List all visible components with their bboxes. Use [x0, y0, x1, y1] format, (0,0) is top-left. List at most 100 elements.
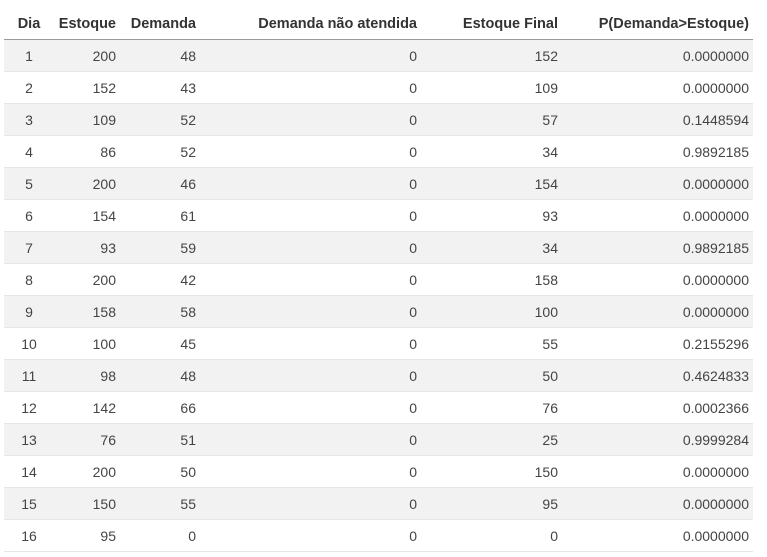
cell-demanda-nao-atendida: 0	[200, 391, 421, 424]
cell-estoque-final: 50	[421, 359, 562, 392]
cell-probabilidade: 0.0000000	[562, 39, 753, 72]
cell-probabilidade: 0.0000000	[562, 455, 753, 488]
cell-demanda: 55	[120, 487, 200, 520]
cell-demanda: 48	[120, 39, 200, 72]
cell-estoque-final: 55	[421, 327, 562, 360]
cell-demanda: 58	[120, 295, 200, 328]
table-row: 1 200 48 0 152 0.0000000	[4, 39, 753, 72]
cell-demanda: 43	[120, 71, 200, 104]
cell-dia: 6	[4, 199, 54, 232]
cell-estoque: 154	[54, 199, 120, 232]
header-probabilidade: P(Demanda>Estoque)	[562, 8, 753, 40]
header-demanda: Demanda	[120, 8, 200, 40]
cell-dia: 11	[4, 359, 54, 392]
cell-dia: 1	[4, 39, 54, 72]
cell-estoque: 76	[54, 423, 120, 456]
cell-demanda-nao-atendida: 0	[200, 263, 421, 296]
cell-demanda: 48	[120, 359, 200, 392]
header-demanda-nao-atendida: Demanda não atendida	[200, 8, 421, 40]
cell-demanda: 66	[120, 391, 200, 424]
cell-estoque: 200	[54, 455, 120, 488]
table-header-row: Dia Estoque Demanda Demanda não atendida…	[4, 8, 753, 40]
cell-estoque: 158	[54, 295, 120, 328]
cell-demanda-nao-atendida: 0	[200, 135, 421, 168]
simulation-table: Dia Estoque Demanda Demanda não atendida…	[4, 8, 753, 552]
header-estoque: Estoque	[54, 8, 120, 40]
cell-demanda-nao-atendida: 0	[200, 519, 421, 552]
cell-probabilidade: 0.0000000	[562, 295, 753, 328]
cell-estoque-final: 57	[421, 103, 562, 136]
table-row: 11 98 48 0 50 0.4624833	[4, 359, 753, 392]
table-row: 9 158 58 0 100 0.0000000	[4, 295, 753, 328]
table-row: 10 100 45 0 55 0.2155296	[4, 327, 753, 360]
cell-probabilidade: 0.0000000	[562, 487, 753, 520]
cell-estoque: 95	[54, 519, 120, 552]
cell-dia: 2	[4, 71, 54, 104]
cell-estoque-final: 150	[421, 455, 562, 488]
cell-probabilidade: 0.0000000	[562, 199, 753, 232]
cell-estoque: 152	[54, 71, 120, 104]
cell-dia: 4	[4, 135, 54, 168]
cell-probabilidade: 0.9892185	[562, 135, 753, 168]
header-estoque-final: Estoque Final	[421, 8, 562, 40]
table-body: 1 200 48 0 152 0.0000000 2 152 43 0 109 0.0000000 3 1…	[4, 39, 753, 552]
simulation-table-container: Dia Estoque Demanda Demanda não atendida…	[4, 8, 753, 552]
cell-estoque: 98	[54, 359, 120, 392]
cell-estoque-final: 25	[421, 423, 562, 456]
table-row: 15 150 55 0 95 0.0000000	[4, 487, 753, 520]
cell-estoque-final: 76	[421, 391, 562, 424]
cell-probabilidade: 0.1448594	[562, 103, 753, 136]
cell-estoque-final: 100	[421, 295, 562, 328]
cell-estoque: 86	[54, 135, 120, 168]
cell-dia: 7	[4, 231, 54, 264]
cell-demanda: 42	[120, 263, 200, 296]
cell-estoque-final: 154	[421, 167, 562, 200]
cell-dia: 14	[4, 455, 54, 488]
cell-estoque-final: 93	[421, 199, 562, 232]
cell-demanda: 0	[120, 519, 200, 552]
cell-demanda-nao-atendida: 0	[200, 359, 421, 392]
cell-estoque: 200	[54, 39, 120, 72]
cell-demanda: 59	[120, 231, 200, 264]
cell-probabilidade: 0.0000000	[562, 263, 753, 296]
cell-probabilidade: 0.0002366	[562, 391, 753, 424]
cell-estoque-final: 152	[421, 39, 562, 72]
table-row: 16 95 0 0 0 0.0000000	[4, 519, 753, 552]
cell-demanda-nao-atendida: 0	[200, 199, 421, 232]
cell-probabilidade: 0.0000000	[562, 71, 753, 104]
cell-probabilidade: 0.2155296	[562, 327, 753, 360]
cell-estoque: 100	[54, 327, 120, 360]
cell-demanda-nao-atendida: 0	[200, 39, 421, 72]
cell-demanda-nao-atendida: 0	[200, 71, 421, 104]
table-row: 12 142 66 0 76 0.0002366	[4, 391, 753, 424]
cell-demanda-nao-atendida: 0	[200, 487, 421, 520]
cell-estoque: 150	[54, 487, 120, 520]
cell-estoque: 142	[54, 391, 120, 424]
cell-estoque-final: 109	[421, 71, 562, 104]
table-row: 7 93 59 0 34 0.9892185	[4, 231, 753, 264]
cell-demanda-nao-atendida: 0	[200, 455, 421, 488]
cell-demanda-nao-atendida: 0	[200, 103, 421, 136]
table-row: 14 200 50 0 150 0.0000000	[4, 455, 753, 488]
cell-demanda-nao-atendida: 0	[200, 295, 421, 328]
cell-dia: 3	[4, 103, 54, 136]
cell-probabilidade: 0.9892185	[562, 231, 753, 264]
cell-demanda-nao-atendida: 0	[200, 167, 421, 200]
table-row: 13 76 51 0 25 0.9999284	[4, 423, 753, 456]
table-row: 4 86 52 0 34 0.9892185	[4, 135, 753, 168]
cell-probabilidade: 0.0000000	[562, 167, 753, 200]
cell-demanda-nao-atendida: 0	[200, 423, 421, 456]
cell-dia: 16	[4, 519, 54, 552]
cell-probabilidade: 0.4624833	[562, 359, 753, 392]
cell-estoque: 200	[54, 263, 120, 296]
table-row: 2 152 43 0 109 0.0000000	[4, 71, 753, 104]
header-dia: Dia	[4, 8, 54, 40]
cell-dia: 13	[4, 423, 54, 456]
cell-demanda-nao-atendida: 0	[200, 327, 421, 360]
table-row: 8 200 42 0 158 0.0000000	[4, 263, 753, 296]
table-row: 5 200 46 0 154 0.0000000	[4, 167, 753, 200]
table-row: 3 109 52 0 57 0.1448594	[4, 103, 753, 136]
cell-probabilidade: 0.0000000	[562, 519, 753, 552]
cell-demanda: 50	[120, 455, 200, 488]
cell-estoque-final: 34	[421, 231, 562, 264]
